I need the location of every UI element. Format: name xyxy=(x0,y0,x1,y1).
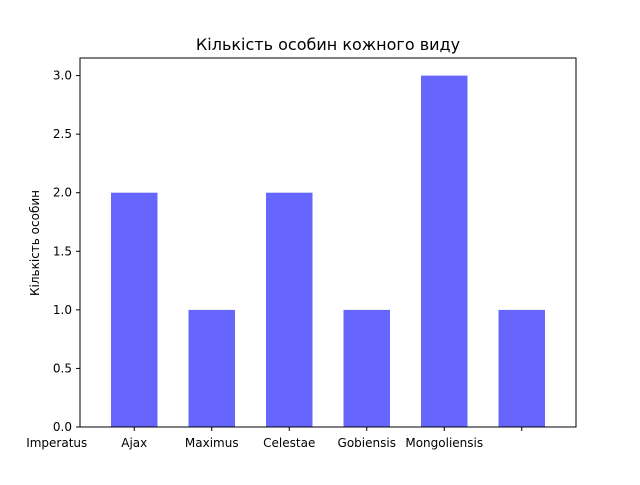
y-tick-label: 0.5 xyxy=(53,361,72,375)
bar-2 xyxy=(266,192,313,427)
x-axis-ticks: Imperatus Ajax Maximus Celestae Gobiensis Mon… xyxy=(26,427,523,450)
x-tick-label: Ajax xyxy=(121,436,147,450)
plot-area-frame xyxy=(79,57,577,428)
bars-group xyxy=(111,75,545,427)
bar-5 xyxy=(498,309,545,427)
x-tick-label: Maximus xyxy=(185,436,239,450)
bar-1 xyxy=(188,309,235,427)
y-axis-ticks: 0.0 0.5 1.0 1.5 2.0 2.5 3.0 xyxy=(53,69,80,434)
y-tick-label: 3.0 xyxy=(53,69,72,83)
y-tick-label: 0.0 xyxy=(53,420,72,434)
x-tick-label: Celestae xyxy=(263,436,315,450)
bar-3 xyxy=(343,309,390,427)
x-tick-label: Mongoliensis xyxy=(405,436,483,450)
bar-4 xyxy=(421,75,468,427)
x-tick-label: Gobiensis xyxy=(338,436,396,450)
bar-0 xyxy=(111,192,158,427)
y-tick-label: 1.5 xyxy=(53,244,72,258)
chart-title: Кількість особин кожного виду xyxy=(196,35,460,54)
y-tick-label: 2.0 xyxy=(53,186,72,200)
y-axis-label: Кількість особин xyxy=(28,190,42,296)
y-tick-label: 1.0 xyxy=(53,303,72,317)
x-tick-label: Imperatus xyxy=(26,436,87,450)
y-tick-label: 2.5 xyxy=(53,127,72,141)
